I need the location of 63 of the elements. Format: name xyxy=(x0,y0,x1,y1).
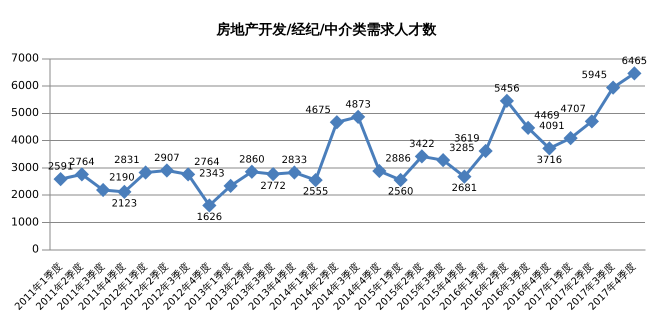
data-label: 5945 xyxy=(582,70,608,82)
data-label: 2560 xyxy=(388,186,414,198)
point xyxy=(479,144,492,158)
data-label: 3716 xyxy=(536,155,562,166)
point xyxy=(202,198,216,212)
data-label: 3422 xyxy=(409,139,435,150)
y-tick-label: 6000 xyxy=(10,78,39,92)
data-label: 2831 xyxy=(114,155,140,166)
y-tick-label: 1000 xyxy=(10,215,39,228)
point xyxy=(182,168,195,181)
y-tick-label: 5000 xyxy=(10,106,39,120)
point xyxy=(458,170,471,184)
point xyxy=(394,173,408,186)
point xyxy=(415,150,428,163)
data-label: 4873 xyxy=(345,99,371,110)
data-label: 2681 xyxy=(452,183,478,194)
data-label: 4091 xyxy=(539,120,565,132)
point xyxy=(54,172,68,186)
point xyxy=(564,132,578,145)
chart-title: 房地产开发/经纪/中介类需求人才数 xyxy=(215,21,438,38)
point xyxy=(266,168,280,181)
data-label: 3285 xyxy=(449,142,475,154)
point xyxy=(96,184,110,197)
point xyxy=(628,66,641,80)
y-tick-label: 2000 xyxy=(10,188,39,202)
y-tick-label: 0 xyxy=(32,242,39,256)
point xyxy=(330,116,344,129)
data-label: 4675 xyxy=(305,104,331,116)
y-tick-label: 4000 xyxy=(10,134,39,147)
data-label: 2907 xyxy=(154,153,180,164)
y-tick-label: 7000 xyxy=(10,52,39,65)
point xyxy=(75,168,88,181)
data-label: 2555 xyxy=(302,186,328,198)
data-label: 4707 xyxy=(560,104,586,115)
data-label: 5456 xyxy=(494,84,520,95)
point xyxy=(160,164,174,177)
point xyxy=(372,164,386,178)
data-label: 4469 xyxy=(534,110,560,122)
y-tick-label: 3000 xyxy=(10,160,39,174)
point xyxy=(245,165,258,178)
point xyxy=(139,166,152,180)
data-label: 3619 xyxy=(454,134,480,145)
data-label: 2764 xyxy=(194,156,220,168)
data-label: 2772 xyxy=(260,180,286,192)
point xyxy=(436,154,450,167)
point xyxy=(606,81,620,94)
data-label: 2343 xyxy=(199,168,225,180)
point xyxy=(224,179,238,192)
data-label: 2123 xyxy=(112,198,138,210)
data-label: 2190 xyxy=(109,172,135,184)
point xyxy=(288,166,301,180)
point xyxy=(309,174,322,187)
point xyxy=(585,114,598,128)
point xyxy=(500,94,514,108)
data-label: 1626 xyxy=(196,212,222,224)
point xyxy=(118,185,131,198)
point xyxy=(522,121,535,134)
point xyxy=(542,142,556,155)
data-label: 2886 xyxy=(385,154,411,165)
data-label: 2833 xyxy=(282,155,308,166)
data-label: 2860 xyxy=(239,154,265,166)
point xyxy=(352,110,365,124)
data-label: 6465 xyxy=(622,56,648,67)
